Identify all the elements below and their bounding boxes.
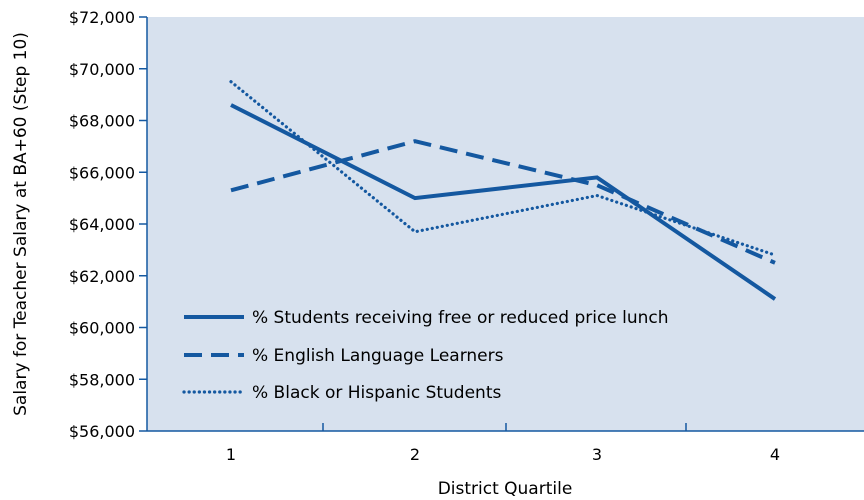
y-tick-label: $70,000 [69, 60, 135, 79]
legend: % Students receiving free or reduced pri… [182, 308, 669, 403]
x-tick-label: 3 [592, 445, 602, 464]
x-tick-label: 1 [226, 445, 236, 464]
y-tick-label: $56,000 [69, 422, 135, 441]
x-axis-title: District Quartile [438, 479, 573, 499]
y-tick-label: $64,000 [69, 215, 135, 234]
y-tick-label: $62,000 [69, 267, 135, 286]
x-tick-label: 2 [410, 445, 420, 464]
y-tick-label: $68,000 [69, 112, 135, 131]
y-axis-ticks: $56,000 $58,000 $60,000 $62,000 $64,000 $66,0… [69, 8, 147, 441]
legend-label-black-hispanic: % Black or Hispanic Students [252, 383, 501, 403]
series-line-lunch [230, 103, 777, 301]
series-line-ell [230, 139, 776, 265]
y-tick-label: $66,000 [69, 163, 135, 182]
y-tick-label: $60,000 [69, 319, 135, 338]
x-axis-ticks: 1 2 3 4 [226, 423, 780, 464]
y-axis-title: Salary for Teacher Salary at BA+60 (Step… [11, 32, 31, 416]
plot-area [147, 17, 864, 431]
y-tick-label: $72,000 [69, 8, 135, 27]
series-line-black-hispanic [229, 80, 777, 257]
series-lines [229, 80, 777, 301]
legend-label-ell: % English Language Learners [252, 346, 504, 366]
legend-label-lunch: % Students receiving free or reduced pri… [252, 308, 669, 328]
y-tick-label: $58,000 [69, 370, 135, 389]
x-tick-label: 4 [770, 445, 780, 464]
